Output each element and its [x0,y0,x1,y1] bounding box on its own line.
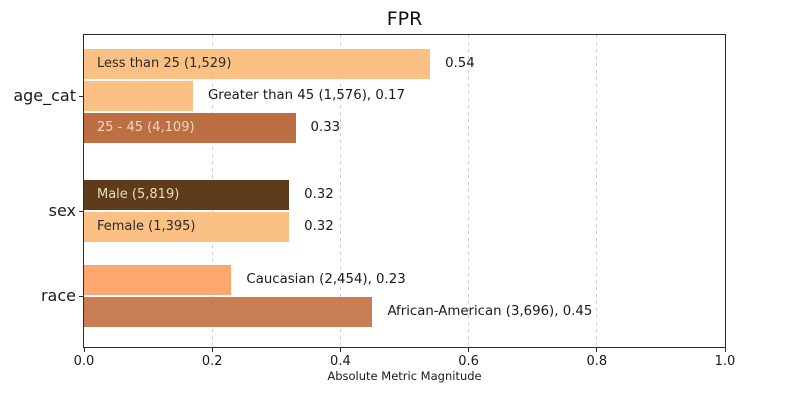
bar-male: Male (5,819) [84,180,290,210]
bar-female: Female (1,395) [84,212,290,242]
y-tick-age-cat [79,96,83,97]
plot-area: Less than 25 (1,529) 0.54 Greater than 45 … [83,34,726,348]
bar-label-caucasian: Caucasian (2,454), 0.23 [246,272,406,287]
x-tick-label-1.0: 1.0 [714,354,736,369]
bar-african-american [84,297,373,327]
x-tick-label-0.8: 0.8 [586,354,608,369]
bar-value-male: 0.32 [304,187,334,202]
bar-label-male: Male (5,819) [97,187,180,202]
y-tick-sex [79,211,83,212]
x-tick-label-0.0: 0.0 [73,354,95,369]
chart-title: FPR [386,8,423,30]
bar-value-less-than-25: 0.54 [445,56,475,71]
x-tick-1.0 [724,348,726,352]
y-label-sex: sex [48,201,76,220]
bar-label-greater-than-45: Greater than 45 (1,576), 0.17 [207,88,405,103]
bar-less-than-25: Less than 25 (1,529) [84,49,431,79]
x-tick-0.2 [211,348,213,352]
bar-value-female: 0.32 [304,219,334,234]
gridline-0.4 [339,35,341,347]
x-tick-label-0.6: 0.6 [458,354,479,369]
bar-caucasian [84,265,232,295]
gridline-0.6 [468,35,470,347]
bar-25-45: 25 - 45 (4,109) [84,113,296,143]
bar-value-25-45: 0.33 [310,120,341,135]
bar-label-less-than-25: Less than 25 (1,529) [97,56,232,71]
x-tick-0.8 [596,348,598,352]
x-axis-label: Absolute Metric Magnitude [327,369,482,383]
y-label-race: race [40,286,76,305]
x-tick-label-0.2: 0.2 [201,354,223,369]
x-tick-0.0 [83,348,85,352]
bar-label-african-american: African-American (3,696), 0.45 [387,304,593,319]
x-tick-label-0.4: 0.4 [330,354,351,369]
y-label-age-cat: age_cat [13,86,76,105]
bar-label-female: Female (1,395) [97,219,196,234]
gridline-0.8 [596,35,598,347]
x-tick-0.4 [339,348,341,352]
y-tick-race [79,296,83,297]
bar-greater-than-45 [84,81,193,111]
x-tick-0.6 [468,348,470,352]
bar-label-25-45: 25 - 45 (4,109) [97,120,195,135]
